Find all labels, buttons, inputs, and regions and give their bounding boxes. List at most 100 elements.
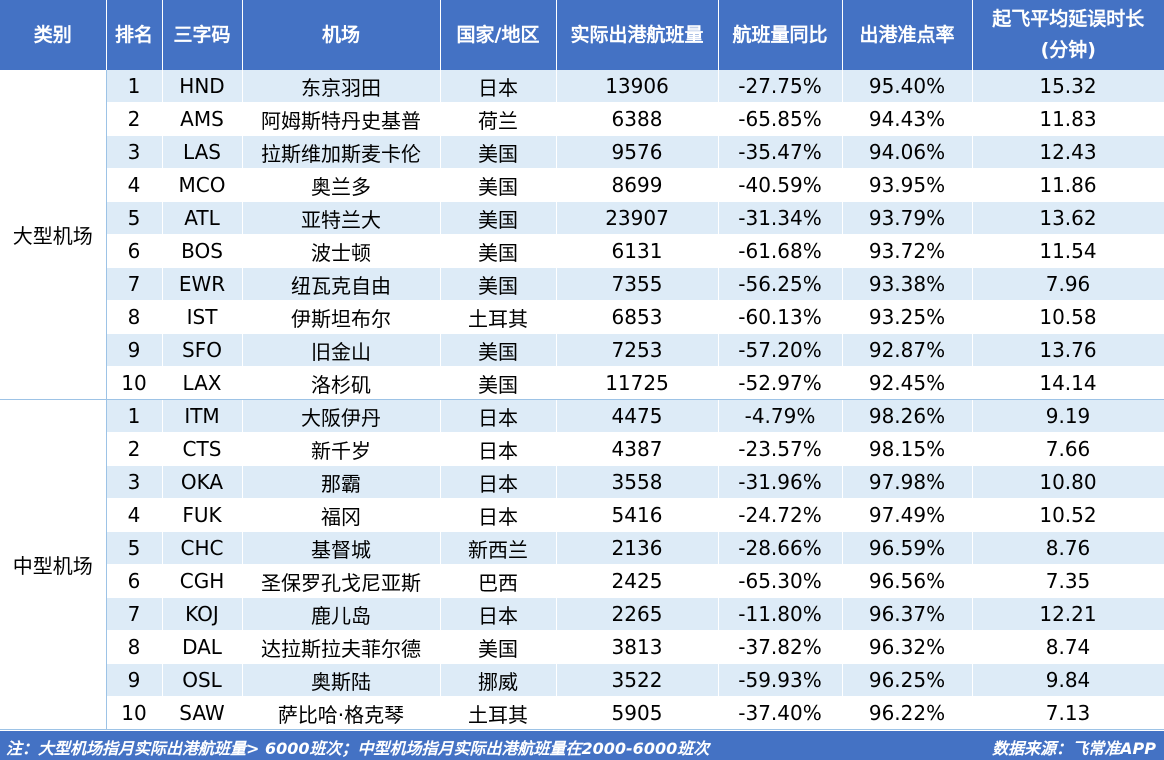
table-row: 5 ATL 亚特兰大 美国 23907 -31.34% 93.79% 13.62 [0,201,1164,235]
table-row: 3 OKA 那霸 日本 3558 -31.96% 97.98% 10.80 [0,465,1164,499]
table-row: 7 EWR 纽瓦克自由 美国 7355 -56.25% 93.38% 7.96 [0,267,1164,301]
country-cell: 日本 [440,432,557,466]
delay-cell: 13.76 [972,333,1164,367]
departures-cell: 6131 [556,234,719,268]
yoy-cell: -60.13% [718,300,843,334]
col-header-delay-line1: 起飞平均延误时长 [992,8,1145,30]
ontime-cell: 93.25% [842,300,973,334]
col-header-airport: 机场 [242,0,441,70]
airport-cell: 达拉斯拉夫菲尔德 [242,630,441,664]
country-cell: 挪威 [440,663,557,697]
delay-cell: 7.13 [972,696,1164,730]
delay-cell: 11.86 [972,168,1164,202]
delay-cell: 10.52 [972,498,1164,532]
delay-cell: 10.58 [972,300,1164,334]
country-cell: 日本 [440,399,557,433]
ontime-cell: 95.40% [842,70,973,103]
rank-cell: 8 [106,300,163,334]
ontime-cell: 98.15% [842,432,973,466]
rank-cell: 4 [106,168,163,202]
rank-cell: 7 [106,597,163,631]
code-cell: DAL [162,630,243,664]
code-cell: MCO [162,168,243,202]
table-row: 大型机场 1 HND 东京羽田 日本 13906 -27.75% 95.40% 15.32 [0,70,1164,400]
category-cell: 大型机场 [0,70,107,400]
ontime-cell: 93.72% [842,234,973,268]
ontime-cell: 96.32% [842,630,973,664]
code-cell: CGH [162,564,243,598]
yoy-cell: -31.96% [718,465,843,499]
code-cell: CTS [162,432,243,466]
departures-cell: 8699 [556,168,719,202]
ontime-cell: 96.22% [842,696,973,730]
departures-cell: 2425 [556,564,719,598]
rank-cell: 10 [106,696,163,730]
departures-cell: 5416 [556,498,719,532]
airport-cell: 旧金山 [242,333,441,367]
airport-cell: 基督城 [242,531,441,565]
code-cell: LAX [162,366,243,400]
rank-cell: 4 [106,498,163,532]
ontime-cell: 97.98% [842,465,973,499]
rank-cell: 8 [106,630,163,664]
airport-cell: 阿姆斯特丹史基普 [242,102,441,136]
yoy-cell: -11.80% [718,597,843,631]
departures-cell: 4387 [556,432,719,466]
code-cell: SFO [162,333,243,367]
footer-bar: 注：大型机场指月实际出港航班量> 6000班次；中型机场指月实际出港航班量在20… [0,731,1164,760]
rank-cell: 1 [106,399,163,433]
airport-cell: 奥兰多 [242,168,441,202]
departures-cell: 3813 [556,630,719,664]
country-cell: 巴西 [440,564,557,598]
ontime-cell: 93.95% [842,168,973,202]
rank-cell: 5 [106,201,163,235]
col-header-delay-line2: (分钟) [1040,39,1096,61]
delay-cell: 9.19 [972,399,1164,433]
airport-cell: 拉斯维加斯麦卡伦 [242,135,441,169]
category-cell: 中型机场 [0,399,107,730]
airport-cell: 圣保罗孔戈尼亚斯 [242,564,441,598]
departures-cell: 4475 [556,399,719,433]
ontime-cell: 93.38% [842,267,973,301]
airport-cell: 那霸 [242,465,441,499]
country-cell: 日本 [440,70,557,103]
ontime-cell: 98.26% [842,399,973,433]
rank-cell: 1 [106,70,163,103]
country-cell: 美国 [440,135,557,169]
table-row: 10 SAW 萨比哈·格克琴 土耳其 5905 -37.40% 96.22% 7.13 [0,696,1164,730]
ontime-cell: 93.79% [842,201,973,235]
departures-cell: 7253 [556,333,719,367]
code-cell: ATL [162,201,243,235]
delay-cell: 9.84 [972,663,1164,697]
rank-cell: 9 [106,663,163,697]
code-cell: OSL [162,663,243,697]
code-cell: ITM [162,399,243,433]
yoy-cell: -31.34% [718,201,843,235]
airport-cell: 伊斯坦布尔 [242,300,441,334]
col-header-country: 国家/地区 [440,0,557,70]
yoy-cell: -40.59% [718,168,843,202]
country-cell: 美国 [440,168,557,202]
airport-cell: 奥斯陆 [242,663,441,697]
airport-cell: 大阪伊丹 [242,399,441,433]
departures-cell: 11725 [556,366,719,400]
country-cell: 土耳其 [440,696,557,730]
yoy-cell: -28.66% [718,531,843,565]
table-row: 10 LAX 洛杉矶 美国 11725 -52.97% 92.45% 14.14 [0,366,1164,400]
ontime-cell: 96.25% [842,663,973,697]
delay-cell: 8.76 [972,531,1164,565]
ontime-cell: 96.37% [842,597,973,631]
table-row: 4 FUK 福冈 日本 5416 -24.72% 97.49% 10.52 [0,498,1164,532]
rank-cell: 9 [106,333,163,367]
delay-cell: 7.96 [972,267,1164,301]
yoy-cell: -56.25% [718,267,843,301]
airport-ranking-table: 类别 排名 三字码 机场 国家/地区 实际出港航班量 航班量同比 出港准点率 起… [0,0,1164,730]
rank-cell: 2 [106,432,163,466]
departures-cell: 3558 [556,465,719,499]
rank-cell: 6 [106,234,163,268]
table-row: 5 CHC 基督城 新西兰 2136 -28.66% 96.59% 8.76 [0,531,1164,565]
departures-cell: 6388 [556,102,719,136]
departures-cell: 9576 [556,135,719,169]
delay-cell: 7.66 [972,432,1164,466]
country-cell: 日本 [440,597,557,631]
